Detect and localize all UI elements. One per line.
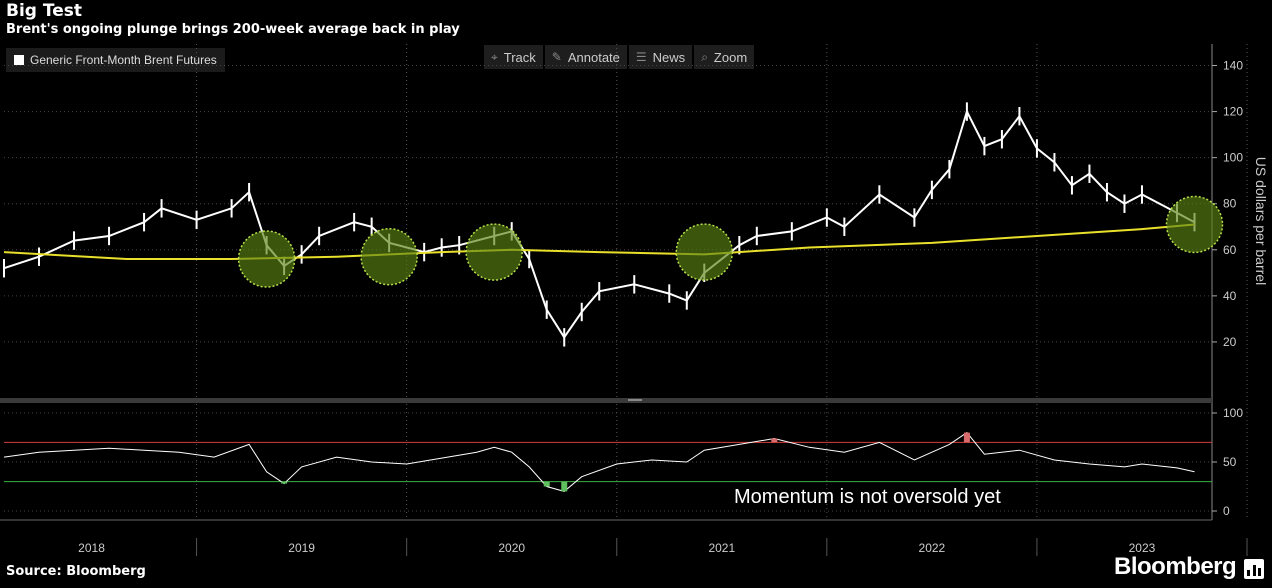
chart-toolbar: ⌖ Track ✎ Annotate ☰ News ⌕ Zoom (484, 45, 755, 69)
pencil-icon: ✎ (551, 50, 562, 64)
y-tick-label: 60 (1223, 243, 1237, 257)
panel-resize-handle (628, 399, 642, 401)
y-tick-label: 140 (1223, 59, 1243, 73)
annotate-label: Annotate (567, 49, 620, 65)
momentum-y-tick-label: 50 (1223, 455, 1237, 469)
y-tick-label: 80 (1223, 197, 1237, 211)
bloomberg-chart-icon (1244, 559, 1264, 579)
y-axis-label: US dollars per barrel (1253, 157, 1269, 285)
y-tick-label: 20 (1223, 335, 1237, 349)
search-icon: ⌕ (701, 49, 708, 64)
highlight-circle (360, 227, 418, 286)
source-note: Source: Bloomberg (6, 564, 146, 579)
highlight-circle (675, 223, 734, 281)
x-tick-label: 2018 (78, 541, 105, 555)
moving-average-line (3, 223, 1195, 260)
zoom-button[interactable]: ⌕ Zoom (694, 45, 755, 69)
annotate-button[interactable]: ✎ Annotate (544, 45, 627, 69)
momentum-series-line (3, 431, 1195, 492)
legend-label: Generic Front-Month Brent Futures (30, 53, 217, 67)
y-tick-label: 100 (1223, 151, 1243, 165)
x-tick-label: 2020 (498, 541, 525, 555)
legend-item[interactable]: Generic Front-Month Brent Futures (6, 48, 225, 72)
price-series-line (3, 108, 1195, 340)
brand-logo: Bloomberg (1114, 553, 1237, 580)
highlight-circle (237, 230, 296, 288)
news-label: News (652, 49, 686, 65)
crosshair-icon: ⌖ (491, 49, 498, 64)
legend-swatch (14, 55, 24, 65)
zoom-label: Zoom (713, 49, 748, 65)
x-tick-label: 2021 (708, 541, 735, 555)
x-tick-label: 2019 (288, 541, 315, 555)
news-icon: ☰ (635, 50, 647, 64)
chart-title: Big Test (6, 1, 82, 21)
y-tick-label: 40 (1223, 289, 1237, 303)
y-tick-label: 120 (1223, 105, 1243, 119)
panel-separator (0, 398, 1212, 403)
track-label: Track (503, 49, 536, 65)
news-button[interactable]: ☰ News (628, 45, 693, 69)
momentum-annotation: Momentum is not oversold yet (734, 486, 1001, 508)
track-button[interactable]: ⌖ Track (484, 45, 543, 69)
highlight-circle (1165, 195, 1224, 254)
chart-subtitle: Brent's ongoing plunge brings 200-week a… (6, 22, 460, 37)
momentum-y-tick-label: 100 (1223, 406, 1243, 420)
x-tick-label: 2023 (1129, 541, 1156, 555)
x-tick-label: 2022 (919, 541, 946, 555)
highlight-circle (465, 223, 523, 281)
momentum-y-tick-label: 0 (1223, 504, 1230, 518)
